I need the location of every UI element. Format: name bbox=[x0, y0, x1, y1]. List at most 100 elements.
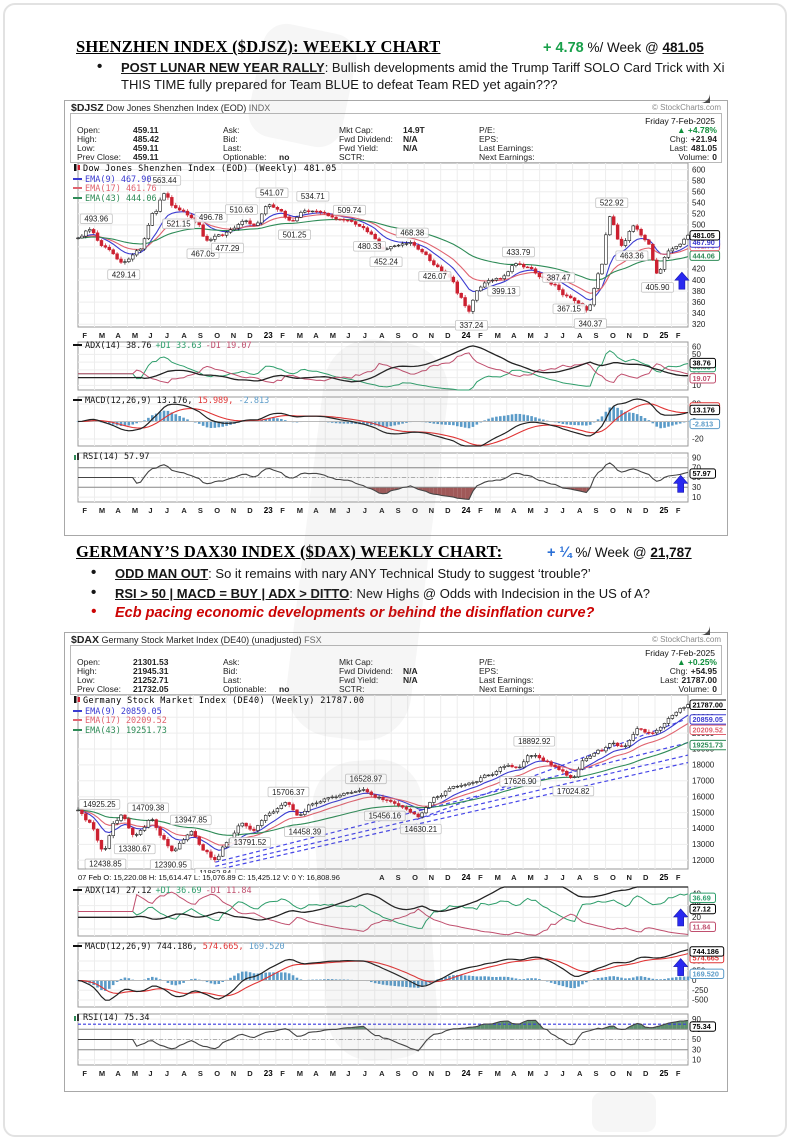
month-label: 25 bbox=[659, 331, 669, 340]
section1-change: + 4.78 %/ Week @ 481.05 bbox=[543, 40, 704, 56]
svg-text:399.13: 399.13 bbox=[492, 287, 516, 296]
price-annotation bbox=[284, 826, 326, 837]
info-label: EPS: bbox=[479, 666, 499, 676]
price-annotation bbox=[369, 256, 403, 268]
month-label: M bbox=[98, 506, 106, 515]
month-label: A bbox=[115, 1069, 121, 1078]
di-plus-value: +DI 33.63 bbox=[155, 341, 202, 351]
month-label: J bbox=[544, 506, 549, 515]
adx-label: ADX(14) 38.76 +DI 33.63 -DI 19.07 bbox=[73, 341, 252, 351]
month-label: F bbox=[82, 506, 87, 515]
month-label: F bbox=[478, 506, 483, 515]
svg-text:10: 10 bbox=[692, 381, 701, 390]
svg-text:12438.85: 12438.85 bbox=[89, 860, 122, 869]
legend-swatch bbox=[73, 945, 82, 947]
price-annotation bbox=[113, 843, 156, 855]
section1-week-value: 481.05 bbox=[662, 40, 704, 55]
svg-text:17024.82: 17024.82 bbox=[557, 787, 590, 796]
axis-tag bbox=[689, 357, 716, 369]
month-label: O bbox=[214, 506, 221, 515]
svg-text:400: 400 bbox=[692, 276, 706, 285]
month-label: M bbox=[131, 506, 139, 515]
section2-title: GERMANY’S DAX30 INDEX ($DAX) WEEKLY CHAR… bbox=[76, 542, 503, 561]
svg-text:14458.39: 14458.39 bbox=[289, 828, 322, 837]
section1-bullet-text: : Bullish developments amid the Trump Ta… bbox=[121, 60, 725, 92]
price-annotation bbox=[148, 175, 182, 186]
price-annotation bbox=[296, 191, 330, 202]
legend-title-row: Dow Jones Shenzhen Index (EOD) (Weekly) … bbox=[73, 163, 337, 176]
macd-signal-value: 15.989, bbox=[192, 396, 234, 406]
info-row: Low: 459.11 Last: Fwd Yield: N/A Last Earn… bbox=[71, 143, 721, 153]
month-label: A bbox=[115, 506, 121, 515]
legend-ema9-label: EMA(9) 467.90 bbox=[85, 174, 152, 185]
month-label: J bbox=[164, 1069, 170, 1078]
month-label: S bbox=[395, 506, 401, 515]
legend-ema43: EMA(43) 19251.73 bbox=[73, 726, 364, 737]
info-row: Low: 21252.71 Last: Fwd Yield: N/A Last Ea… bbox=[71, 675, 721, 685]
svg-text:12000: 12000 bbox=[692, 856, 715, 865]
indicator-icon bbox=[73, 452, 81, 463]
legend-swatch bbox=[73, 728, 82, 731]
month-label: S bbox=[197, 331, 203, 340]
info-label: Prev Close: bbox=[77, 684, 121, 694]
month-label: N bbox=[626, 1069, 632, 1078]
volume-row: Volume: 0 bbox=[679, 684, 717, 694]
info-label: Next Earnings: bbox=[479, 684, 535, 694]
djsz-weekly-chart: $DJSZ Dow Jones Shenzhen Index (EOD) IND… bbox=[64, 100, 728, 536]
info-value: 21252.71 bbox=[133, 675, 169, 685]
price-annotation bbox=[552, 303, 586, 315]
svg-text:580: 580 bbox=[692, 176, 706, 185]
info-value: no bbox=[279, 684, 290, 694]
svg-text:340.37: 340.37 bbox=[578, 319, 602, 328]
month-label: N bbox=[626, 506, 632, 515]
svg-text:15456.16: 15456.16 bbox=[369, 812, 402, 821]
svg-text:14709.38: 14709.38 bbox=[132, 804, 165, 813]
month-label: J bbox=[560, 1069, 565, 1078]
month-label: D bbox=[247, 331, 253, 340]
svg-text:426.07: 426.07 bbox=[423, 272, 447, 281]
section2-bullet1-lead: ODD MAN OUT bbox=[115, 566, 209, 581]
month-label: J bbox=[544, 331, 549, 340]
svg-text:-20: -20 bbox=[692, 435, 704, 444]
section2-bullet2-text: : New Highs @ Odds with Indecision in th… bbox=[349, 586, 651, 601]
info-value: 459.11 bbox=[133, 125, 159, 135]
month-label: J bbox=[346, 331, 351, 340]
svg-text:496.78: 496.78 bbox=[199, 213, 223, 222]
rsi-value: RSI(14) 57.97 bbox=[83, 452, 150, 462]
svg-text:30: 30 bbox=[692, 483, 701, 492]
info-label: Chg: bbox=[669, 134, 688, 144]
month-label: S bbox=[395, 331, 401, 340]
info-row: Prev Close: 21732.05 Optionable: no SCTR: … bbox=[71, 684, 721, 694]
svg-text:16000: 16000 bbox=[692, 792, 715, 801]
price-annotation bbox=[79, 213, 113, 224]
info-label: Mkt Cap: bbox=[339, 125, 374, 135]
info-label: Low: bbox=[77, 675, 95, 685]
price-annotation bbox=[149, 859, 192, 870]
chart-symbol: $DAX bbox=[71, 634, 100, 646]
month-label: M bbox=[494, 506, 501, 515]
month-label: A bbox=[577, 1069, 583, 1078]
info-value: 21732.05 bbox=[133, 684, 169, 694]
svg-text:387.47: 387.47 bbox=[547, 273, 571, 282]
svg-text:452.24: 452.24 bbox=[374, 258, 399, 267]
month-label: J bbox=[148, 331, 153, 340]
info-label: Open: bbox=[77, 657, 101, 667]
month-label: N bbox=[428, 331, 435, 340]
price-annotation bbox=[418, 271, 452, 282]
month-label: N bbox=[428, 506, 435, 515]
svg-text:15000: 15000 bbox=[692, 808, 715, 817]
svg-text:20859.05: 20859.05 bbox=[693, 715, 723, 724]
svg-text:18000: 18000 bbox=[692, 761, 715, 770]
chart-symbol-line: $DJSZ Dow Jones Shenzhen Index (EOD) IND… bbox=[71, 102, 270, 114]
svg-text:19251.73: 19251.73 bbox=[693, 741, 723, 750]
month-label: 23 bbox=[263, 506, 273, 515]
month-label: A bbox=[313, 1069, 319, 1078]
info-value: N/A bbox=[403, 666, 418, 676]
axis-tag bbox=[689, 1021, 716, 1032]
axis-tag bbox=[689, 404, 721, 416]
month-label: D bbox=[445, 331, 451, 340]
svg-text:13947.85: 13947.85 bbox=[175, 816, 208, 825]
price-annotation bbox=[170, 814, 212, 826]
macd-panel: 200-2015.98913.176-2.813 bbox=[76, 396, 721, 447]
